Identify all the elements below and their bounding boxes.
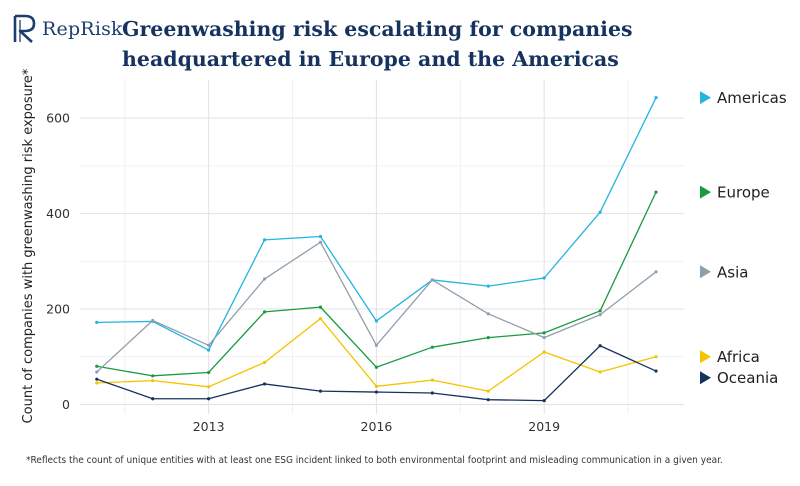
data-point-europe: [95, 364, 99, 368]
data-point-asia: [542, 336, 546, 340]
data-point-europe: [207, 370, 211, 375]
data-point-asia: [654, 270, 658, 274]
data-point-americas: [207, 348, 211, 352]
data-point-asia: [374, 343, 379, 347]
data-point-africa: [654, 355, 658, 359]
data-point-americas: [598, 210, 602, 214]
footnote: *Reflects the count of unique entities w…: [26, 455, 723, 466]
data-point-oceania: [542, 399, 546, 403]
data-point-asia: [207, 343, 211, 347]
data-point-asia: [95, 370, 99, 374]
legend-label-oceania: Oceania: [717, 369, 778, 387]
data-point-europe: [486, 336, 490, 340]
data-point-africa: [598, 370, 602, 374]
legend-label-europe: Europe: [717, 184, 770, 202]
y-tick-label: 400: [46, 206, 70, 221]
x-tick-label: 2016: [361, 419, 393, 434]
reprisk-logo: RepRisk: [12, 14, 123, 44]
data-point-europe: [598, 309, 602, 313]
data-point-africa: [151, 379, 155, 383]
data-point-asia: [598, 313, 602, 317]
data-point-asia: [151, 318, 155, 323]
data-point-asia: [486, 312, 490, 316]
y-tick-label: 0: [62, 397, 70, 412]
x-tick-label: 2019: [528, 419, 560, 434]
legend-marker-africa: [700, 350, 711, 364]
data-point-africa: [95, 381, 99, 385]
data-point-oceania: [374, 390, 379, 394]
data-point-europe: [654, 190, 658, 194]
data-point-oceania: [95, 377, 99, 381]
legend: Americas Europe Asia Africa Oceania: [700, 89, 787, 387]
axes: 2013 2016 2019 0 200 400 600: [46, 111, 560, 434]
legend-marker-oceania: [700, 371, 711, 385]
y-tick-label: 200: [46, 302, 70, 317]
data-point-oceania: [486, 398, 490, 402]
data-point-africa: [486, 389, 490, 393]
brand-name: RepRisk: [42, 18, 123, 40]
data-point-oceania: [151, 397, 155, 401]
data-point-americas: [318, 234, 323, 239]
legend-label-africa: Africa: [717, 348, 760, 366]
data-point-oceania: [262, 382, 267, 386]
data-point-africa: [542, 350, 546, 354]
legend-marker-europe: [700, 185, 711, 199]
data-point-europe: [318, 305, 323, 309]
legend-marker-asia: [700, 265, 711, 279]
data-point-europe: [542, 331, 546, 335]
y-tick-label: 600: [46, 111, 70, 126]
data-point-oceania: [207, 397, 211, 401]
data-point-oceania: [430, 391, 434, 395]
data-point-oceania: [654, 369, 658, 373]
data-point-asia: [430, 278, 434, 282]
data-point-europe: [262, 310, 267, 314]
x-tick-label: 2013: [193, 419, 225, 434]
data-point-africa: [374, 384, 379, 388]
legend-label-asia: Asia: [717, 263, 748, 281]
data-point-oceania: [318, 389, 323, 393]
legend-marker-americas: [700, 91, 711, 105]
data-point-europe: [430, 345, 434, 349]
data-point-americas: [262, 238, 267, 242]
series-lines: [95, 96, 658, 403]
grid: [80, 80, 684, 414]
data-point-europe: [151, 374, 155, 378]
reprisk-logo-icon: [13, 14, 36, 43]
data-point-americas: [654, 96, 658, 100]
data-point-europe: [374, 365, 379, 369]
data-point-asia: [262, 277, 267, 281]
data-point-asia: [318, 240, 323, 244]
data-point-americas: [486, 284, 490, 288]
data-point-africa: [262, 360, 267, 365]
data-point-americas: [542, 276, 546, 280]
data-point-africa: [430, 378, 434, 382]
data-point-africa: [207, 385, 211, 389]
data-point-oceania: [598, 344, 602, 348]
legend-label-americas: Americas: [717, 89, 787, 107]
data-point-americas: [95, 320, 99, 324]
data-point-americas: [374, 319, 379, 323]
y-axis-label: Count of companies with greenwashing ris…: [21, 68, 36, 423]
chart-title: Greenwashing risk escalating for compani…: [122, 17, 633, 71]
data-point-africa: [318, 316, 323, 321]
